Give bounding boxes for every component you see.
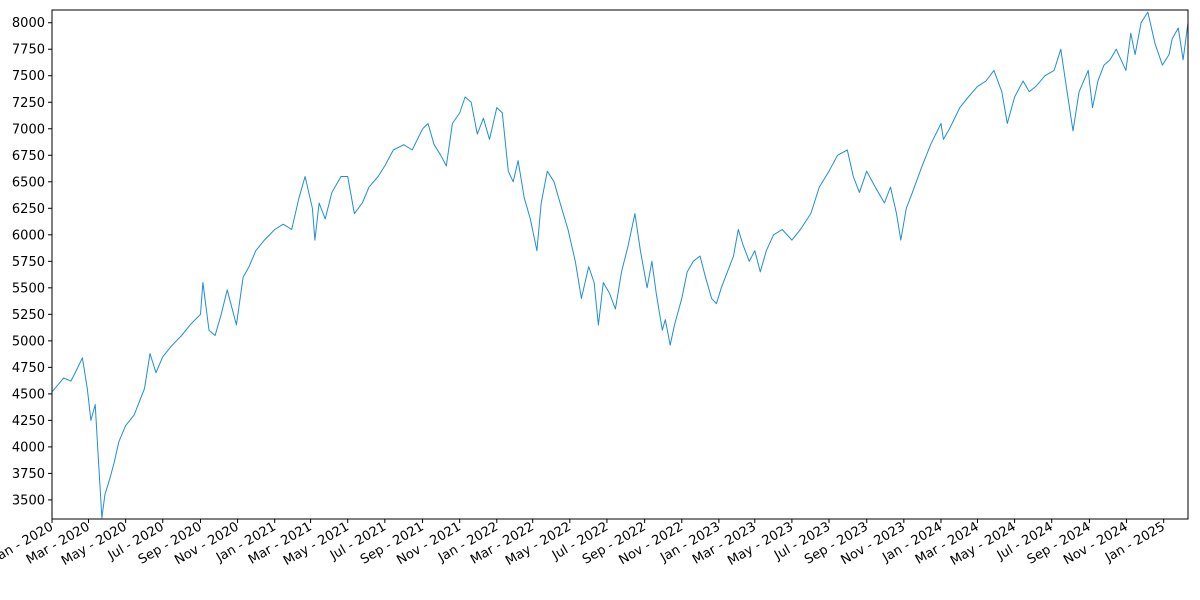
- y-tick-label: 4500: [12, 387, 45, 402]
- y-tick-label: 6500: [12, 175, 45, 190]
- plot-area: [51, 11, 1189, 519]
- y-tick-label: 7250: [12, 96, 45, 111]
- y-tick-label: 5750: [12, 255, 45, 270]
- y-tick-label: 6750: [12, 149, 45, 164]
- y-tick-label: 4250: [12, 414, 45, 429]
- plot-frame: [51, 9, 1189, 520]
- y-tick-label: 4000: [12, 440, 45, 455]
- y-axis: 3500 3750 4000 4250 4500 4750 5000 5250 5500 5750…: [12, 16, 52, 508]
- y-tick-label: 8000: [12, 16, 45, 31]
- y-tick-label: 7000: [12, 122, 45, 137]
- y-tick-label: 7750: [12, 43, 45, 58]
- y-tick-label: 3750: [12, 467, 45, 482]
- y-tick-label: 5250: [12, 308, 45, 323]
- y-tick-label: 3500: [12, 493, 45, 508]
- y-tick-label: 6250: [12, 202, 45, 217]
- y-tick-label: 6000: [12, 228, 45, 243]
- y-tick-label: 5500: [12, 281, 45, 296]
- series-line: [51, 11, 1189, 519]
- y-tick-label: 5000: [12, 334, 45, 349]
- y-tick-label: 4750: [12, 361, 45, 376]
- y-tick-label: 7500: [12, 69, 45, 84]
